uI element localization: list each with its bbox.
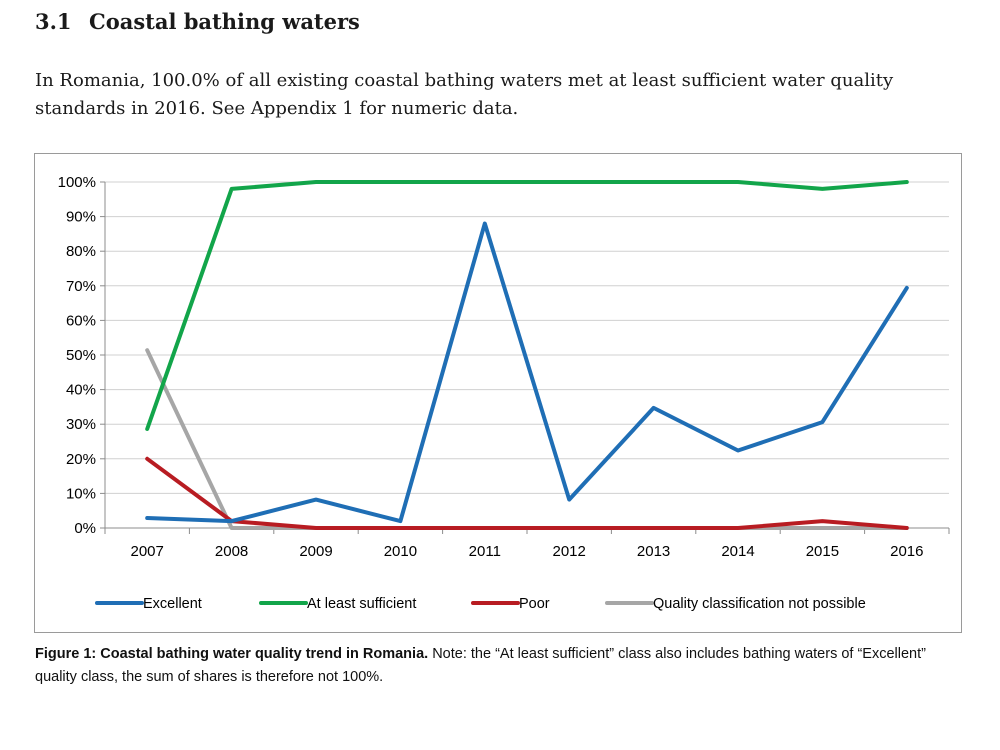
x-tick-label: 2008: [215, 543, 248, 560]
intro-paragraph: In Romania, 100.0% of all existing coast…: [35, 70, 894, 119]
caption-note: Note: the “At least sufficient” class al…: [35, 646, 926, 685]
x-tick-label: 2007: [131, 543, 164, 560]
section-heading: 3.1 Coastal bathing waters: [35, 9, 360, 34]
y-tick-label: 20%: [66, 451, 96, 468]
x-tick-label: 2014: [721, 543, 754, 560]
legend-label: Excellent: [143, 596, 202, 612]
series-line-quality-classification-not-possible: [145, 348, 909, 530]
x-tick-label: 2013: [637, 543, 670, 560]
legend-label: Quality classification not possible: [653, 596, 866, 612]
y-tick-label: 80%: [66, 243, 96, 260]
y-tick-label: 60%: [66, 312, 96, 329]
caption-title: Figure 1: Coastal bathing water quality …: [35, 646, 429, 662]
y-tick-label: 10%: [66, 485, 96, 502]
y-tick-label: 70%: [66, 278, 96, 295]
figure-caption: Figure 1: Coastal bathing water quality …: [35, 643, 965, 689]
legend-label: Poor: [519, 596, 550, 612]
x-tick-label: 2009: [299, 543, 332, 560]
line-chart: 0% 10% 20% 30% 40% 50% 60% 70% 80% 90% 100% 2007 200…: [58, 174, 950, 612]
section-title: Coastal bathing waters: [89, 9, 360, 34]
y-tick-label: 0%: [74, 520, 96, 537]
chart-frame: 0% 10% 20% 30% 40% 50% 60% 70% 80% 90% 100% 2007 200…: [34, 153, 962, 633]
x-tick-label: 2011: [469, 543, 501, 560]
x-tick-label: 2015: [806, 543, 839, 560]
x-tick-label: 2010: [384, 543, 417, 560]
x-tick-label: 2016: [890, 543, 923, 560]
y-tick-label: 30%: [66, 416, 96, 433]
y-tick-label: 40%: [66, 382, 96, 399]
section-number: 3.1: [35, 9, 72, 34]
y-tick-label: 90%: [66, 209, 96, 226]
y-tick-label: 100%: [58, 174, 96, 191]
series-line-excellent: [145, 221, 909, 524]
series-line-at-least-sufficient: [145, 180, 909, 431]
y-tick-label: 50%: [66, 347, 96, 364]
x-tick-label: 2012: [553, 543, 586, 560]
series-line-poor: [145, 456, 909, 530]
legend-label: At least sufficient: [307, 596, 416, 612]
